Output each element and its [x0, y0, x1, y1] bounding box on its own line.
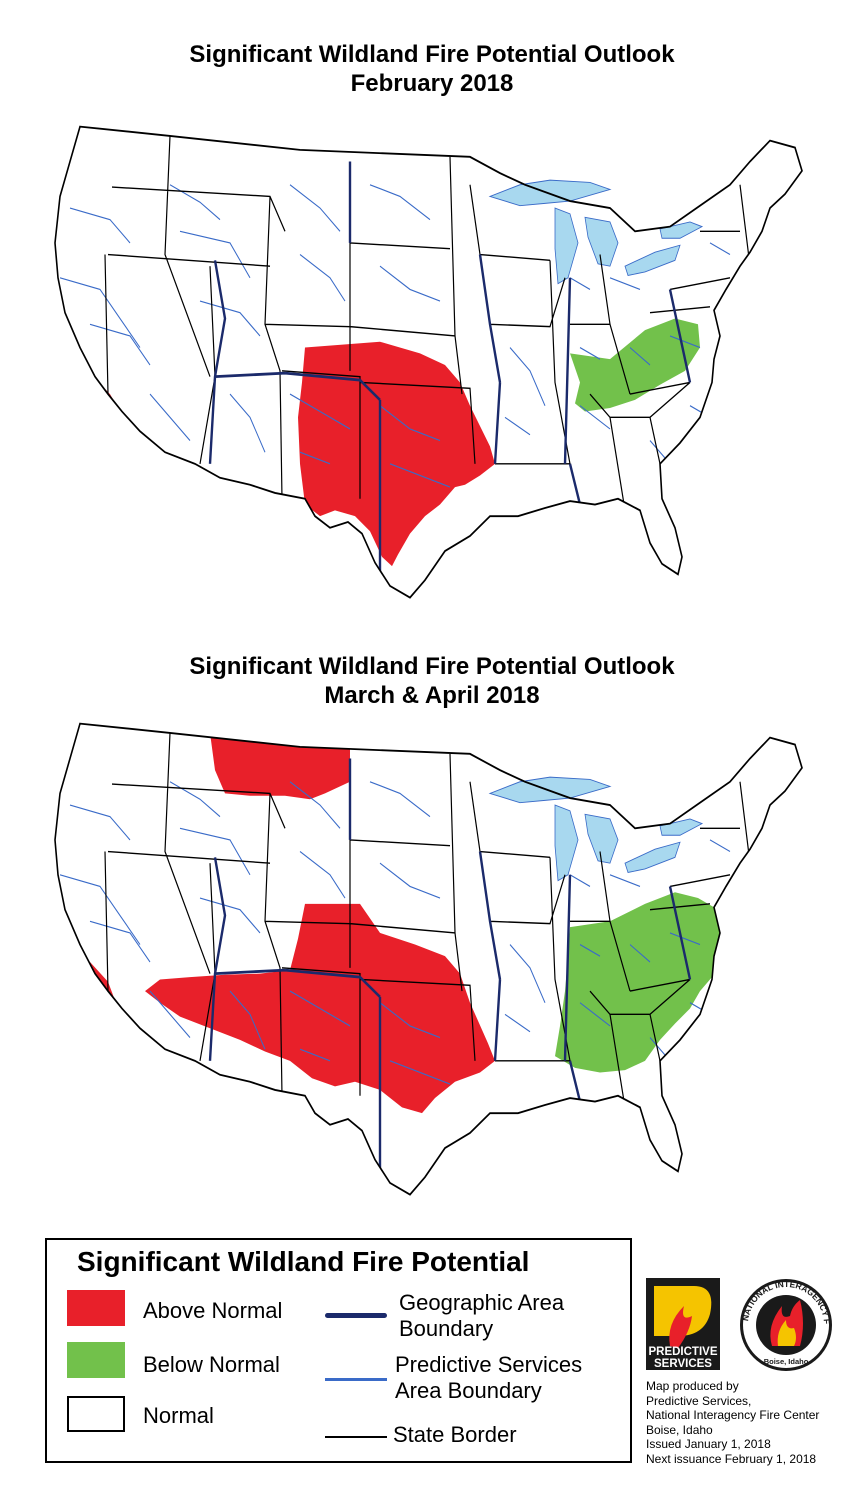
map-title: Significant Wildland Fire Potential Outl…	[0, 40, 864, 98]
geo-boundary-label-line1: Geographic Area	[399, 1290, 565, 1315]
logos: PREDICTIVE SERVICES NATIONAL INTERAGENCY…	[641, 1268, 844, 1376]
map-march-april: Significant Wildland Fire Potential Outl…	[0, 652, 864, 1196]
credit-line5: Issued January 1, 2018	[646, 1437, 771, 1451]
below-normal-swatch	[67, 1342, 125, 1378]
credit-line4: Boise, Idaho	[646, 1422, 713, 1437]
legend-title: Significant Wildland Fire Potential	[77, 1246, 530, 1277]
predictive-logo-text1: PREDICTIVE	[648, 1346, 717, 1358]
map-title-line1: Significant Wildland Fire Potential Outl…	[189, 41, 675, 68]
map-credit: Map produced by Predictive Services, Nat…	[646, 1379, 819, 1466]
map-title-line1: Significant Wildland Fire Potential Outl…	[189, 653, 675, 680]
above-normal-swatch	[67, 1290, 125, 1326]
normal-swatch	[67, 1396, 125, 1432]
geo-boundary-label: Geographic Area Boundary	[399, 1290, 564, 1342]
ps-boundary-label-line1: Predictive Services	[395, 1352, 583, 1377]
us-map	[54, 125, 803, 599]
region-southern-plains	[298, 341, 495, 567]
region-ohio-valley	[570, 318, 700, 412]
map-february: Significant Wildland Fire Potential Outl…	[0, 40, 864, 599]
us-map	[54, 722, 803, 1196]
geo-boundary-line	[325, 1313, 387, 1318]
credit-line6: Next issuance February 1, 2018	[646, 1451, 817, 1466]
above-normal-label: Above Normal	[143, 1298, 283, 1323]
map-title: Significant Wildland Fire Potential Outl…	[0, 652, 864, 710]
predictive-logo-text2: SERVICES	[654, 1358, 712, 1370]
predictive-services-logo: PREDICTIVE SERVICES	[646, 1278, 720, 1370]
credit-line1: Map produced by	[646, 1379, 739, 1393]
below-normal-label: Below Normal	[143, 1352, 280, 1377]
ps-boundary-label-line2: Area Boundary	[395, 1378, 542, 1403]
credit-line3: National Interagency Fire Center	[646, 1408, 820, 1422]
state-border-label: State Border	[393, 1422, 517, 1447]
map-title-line2: March & April 2018	[324, 682, 540, 709]
map-title-line2: February 2018	[350, 70, 514, 97]
state-border-line	[325, 1436, 387, 1438]
geo-boundary-label-line2: Boundary	[399, 1316, 494, 1341]
normal-label: Normal	[143, 1403, 214, 1428]
ps-boundary-label: Predictive Services Area Boundary	[395, 1352, 582, 1404]
nifc-place-text: Boise, Idaho	[764, 1357, 809, 1366]
ps-boundary-line	[325, 1378, 387, 1381]
credit-line2: Predictive Services,	[646, 1393, 752, 1408]
region-montana-dakotas	[210, 732, 350, 800]
legend: Significant Wildland Fire Potential Abov…	[45, 1238, 632, 1463]
region-southeast	[555, 892, 732, 1073]
logo-graphics: PREDICTIVE SERVICES NATIONAL INTERAGENCY…	[641, 1268, 832, 1371]
